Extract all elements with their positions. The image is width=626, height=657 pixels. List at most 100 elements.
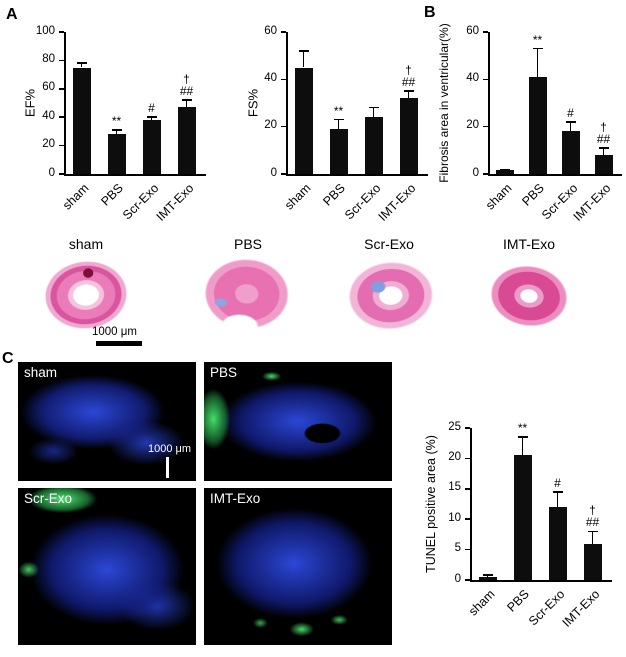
error-bar-cap [552, 491, 563, 493]
histology-image-screxo [326, 245, 456, 350]
error-bar-line [302, 50, 305, 68]
y-tick-label: 20 [42, 138, 55, 151]
y-tick-mark [465, 427, 470, 429]
y-tick-label: 60 [42, 81, 55, 94]
y-tick-label: 60 [466, 24, 479, 37]
y-axis-line [488, 32, 490, 176]
y-tick-label: 5 [454, 542, 461, 555]
y-tick-label: 20 [264, 119, 277, 132]
error-bar-line [556, 491, 559, 508]
x-tick-label: PBS [519, 181, 548, 209]
significance-annotation: ** [111, 113, 122, 128]
x-tick-label: sham [482, 181, 515, 213]
error-bar-cap [368, 106, 379, 109]
error-bar-line [602, 147, 605, 156]
y-axis-label: FS% [245, 88, 261, 118]
error-bar-line [536, 48, 539, 77]
error-bar-cap [532, 47, 543, 50]
y-tick-label: 40 [42, 109, 55, 122]
error-bar-cap [598, 147, 609, 149]
bar-PBS [329, 129, 348, 174]
y-tick-mark [281, 125, 286, 128]
error-bar-cap [482, 574, 493, 576]
error-bar-cap [333, 118, 344, 121]
y-tick-mark [281, 173, 286, 175]
y-tick-mark [281, 78, 286, 81]
significance-annotation: † ## [585, 503, 600, 530]
panel-c-label: C [2, 350, 14, 367]
ef-bar-chart: EF% 0 20 40 60 80 100 sham ** PBS # Scr-Exo † ## IMT-… [14, 12, 240, 234]
tunel-scale-bar [166, 457, 169, 478]
bar-IMT-Exo [177, 107, 196, 174]
bar-sham [478, 576, 497, 580]
y-tick-label: 40 [466, 71, 479, 84]
bar-sham [495, 170, 514, 174]
bar-IMT-Exo [594, 155, 613, 174]
x-tick-label: sham [59, 181, 92, 213]
x-axis-line [488, 174, 622, 176]
x-axis-line [286, 174, 428, 176]
error-bar-cap [76, 62, 87, 64]
y-tick-mark [465, 457, 470, 460]
histology-label-imtexo: IMT-Exo [502, 236, 556, 252]
bar-PBS [107, 134, 126, 174]
error-bar-line [337, 119, 340, 130]
y-tick-mark [59, 31, 64, 33]
y-tick-mark [465, 548, 470, 551]
significance-annotation: ** [333, 103, 344, 118]
y-tick-mark [483, 31, 488, 33]
y-axis-label: Fibrosis area in ventricular(%) [437, 23, 451, 183]
significance-annotation: # [554, 475, 561, 490]
error-bar-line [185, 100, 188, 108]
y-tick-mark [281, 31, 286, 33]
fs-bar-chart: FS% 0 20 40 60 sham ** PBS Scr-Exo † ## IMT-Exo [238, 12, 438, 234]
error-bar-cap [146, 116, 157, 118]
y-tick-mark [465, 579, 470, 581]
y-tick-mark [483, 78, 488, 81]
y-tick-label: 80 [42, 52, 55, 65]
bar-Scr-Exo [142, 120, 161, 174]
significance-annotation: † ## [179, 72, 194, 99]
y-tick-label: 0 [48, 166, 55, 179]
bar-IMT-Exo [399, 98, 418, 174]
tunel-image-imtexo: IMT-Exo [204, 488, 392, 645]
error-bar-cap [499, 168, 510, 171]
panel-b-label: B [424, 4, 436, 21]
y-tick-label: 20 [448, 450, 461, 463]
y-axis-line [64, 32, 66, 176]
error-bar-line [591, 531, 594, 544]
bar-IMT-Exo [583, 543, 602, 580]
bar-Scr-Exo [364, 117, 383, 174]
y-tick-label: 20 [466, 119, 479, 132]
bar-Scr-Exo [561, 131, 580, 174]
y-tick-mark [465, 518, 470, 520]
y-tick-mark [59, 173, 64, 175]
tunel-label-pbs: PBS [210, 365, 238, 380]
y-tick-label: 0 [472, 166, 479, 179]
x-tick-label: IMT-Exo [559, 587, 603, 630]
bar-sham [294, 67, 313, 174]
error-bar-line [521, 437, 524, 456]
significance-annotation: ** [532, 32, 543, 47]
bar-PBS [513, 455, 532, 580]
y-tick-label: 25 [448, 420, 461, 433]
x-tick-label: PBS [504, 587, 533, 615]
histology-scale-text: 1000 μm [92, 326, 137, 338]
tunel-scale-text: 1000 μm [147, 443, 191, 455]
y-tick-label: 0 [454, 572, 461, 585]
tunel-image-sham: sham 1000 μm [18, 362, 196, 481]
tunel-label-imtexo: IMT-Exo [210, 491, 261, 506]
y-tick-label: 40 [264, 71, 277, 84]
error-bar-cap [565, 121, 576, 123]
y-tick-mark [59, 88, 64, 90]
y-tick-mark [465, 488, 470, 490]
tunel-image-pbs: PBS [204, 362, 392, 481]
x-tick-label: IMT-Exo [153, 181, 197, 224]
bar-Scr-Exo [548, 507, 567, 580]
error-bar-cap [181, 99, 192, 101]
error-bar-line [486, 575, 489, 577]
bar-sham [72, 67, 91, 174]
bar-PBS [528, 76, 547, 174]
x-tick-label: sham [281, 181, 314, 213]
y-tick-label: 0 [270, 166, 277, 179]
